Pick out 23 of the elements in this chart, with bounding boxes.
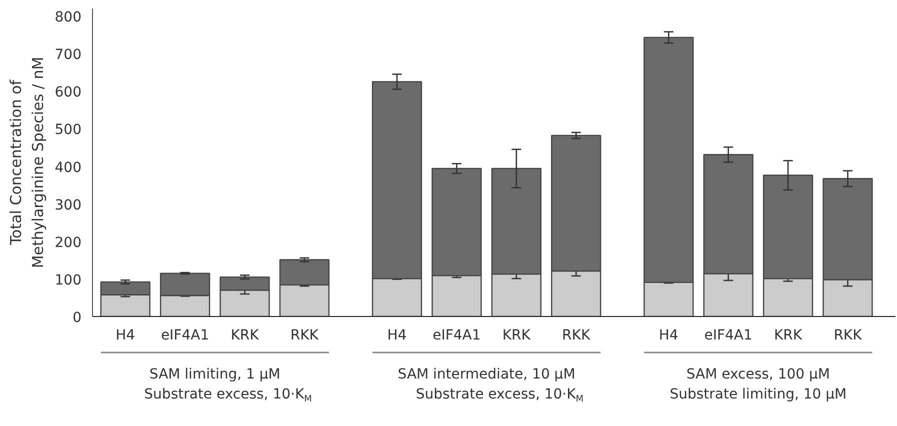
- y-tick-label: 200: [54, 234, 82, 251]
- x-tick-label: eIF4A1: [160, 328, 210, 344]
- x-tick-label: KRK: [774, 328, 803, 344]
- y-tick-label: 100: [54, 272, 82, 288]
- text: SAM excess, 100 µM Substrate limiting, 10 µM: [670, 366, 847, 402]
- y-axis-title: Total Concentration of Methylarginine Species / nM: [7, 56, 47, 268]
- x-tick-label: H4: [116, 328, 136, 344]
- x-tick-label: RKK: [562, 328, 591, 344]
- x-tick-label: eIF4A1: [432, 328, 481, 344]
- y-tick-label: 700: [54, 47, 82, 64]
- x-tick-label: eIF4A1: [704, 328, 752, 344]
- x-tick-label: RKK: [834, 328, 863, 344]
- y-tick-label: 400: [54, 160, 82, 176]
- x-tick-label: RKK: [290, 328, 320, 344]
- x-tick-label: KRK: [502, 328, 532, 344]
- x-tick-label: H4: [658, 328, 678, 344]
- y-tick-label: 0: [72, 310, 82, 326]
- x-tick-label: KRK: [230, 328, 260, 344]
- x-tick-label: H4: [387, 328, 407, 344]
- y-tick-label: 300: [54, 197, 82, 214]
- y-tick-label: 500: [54, 122, 82, 138]
- y-tick-label: 800: [54, 10, 82, 26]
- y-tick-label: 600: [54, 84, 82, 101]
